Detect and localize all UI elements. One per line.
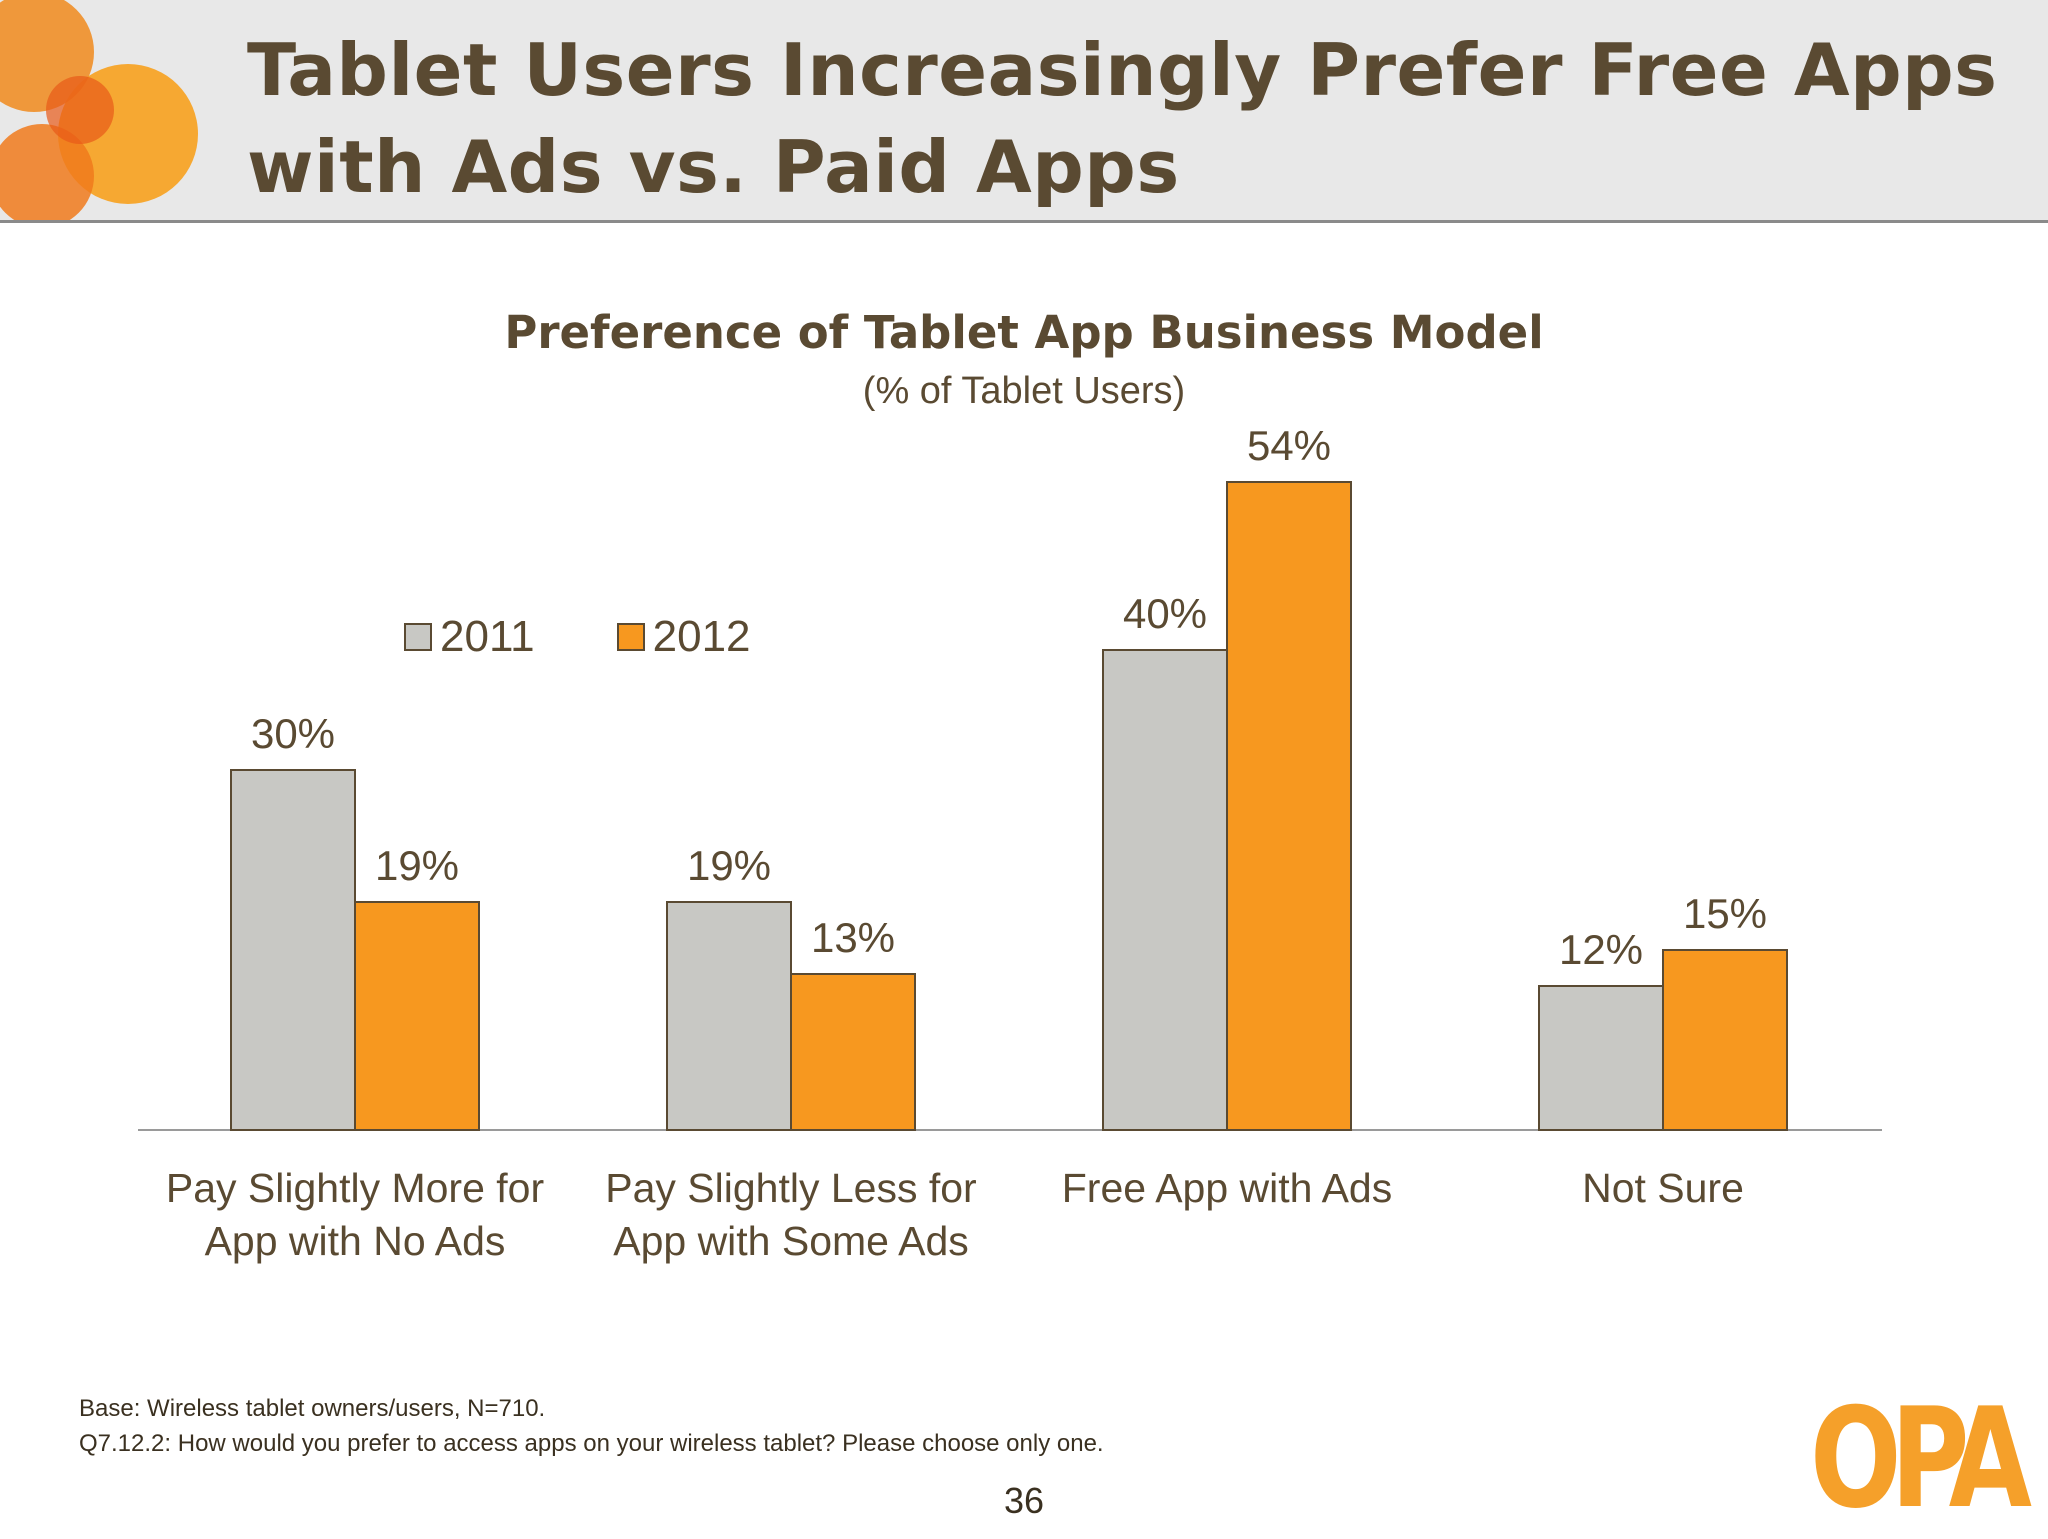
data-label-2012-3: 15% (1683, 890, 1767, 937)
chart-subtitle: (% of Tablet Users) (862, 370, 1186, 412)
bar-2011-2 (1102, 649, 1228, 1131)
slide-title: Tablet Users Increasingly Prefer Free Ap… (247, 22, 1998, 216)
slide-header: Tablet Users Increasingly Prefer Free Ap… (0, 0, 2048, 223)
category-label-1-line0: Pay Slightly Less for (605, 1165, 976, 1211)
data-label-2012-0: 19% (375, 842, 459, 889)
data-label-2011-1: 19% (687, 842, 771, 889)
footnote-question: Q7.12.2: How would you prefer to access … (79, 1430, 1104, 1457)
category-label-0-line1: App with No Ads (205, 1218, 506, 1264)
page-number: 36 (1003, 1480, 1045, 1521)
data-label-2011-2: 40% (1123, 590, 1207, 637)
bar-2011-3 (1538, 985, 1664, 1131)
category-label-2-line0: Free App with Ads (1062, 1165, 1392, 1211)
bar-2011-1 (666, 901, 792, 1131)
category-label-3-line0: Not Sure (1582, 1165, 1744, 1211)
legend-item-2011: 2011 (404, 612, 535, 662)
bar-2012-2 (1226, 481, 1352, 1131)
bar-2012-3 (1662, 949, 1788, 1131)
data-label-2012-2: 54% (1247, 422, 1331, 469)
bar-2011-0 (230, 769, 356, 1131)
footnote-base: Base: Wireless tablet owners/users, N=71… (79, 1395, 546, 1422)
chart-title: Preference of Tablet App Business Model (504, 306, 1544, 359)
data-label-2011-0: 30% (251, 710, 335, 757)
data-label-2012-1: 13% (811, 914, 895, 961)
category-label-0-line0: Pay Slightly More for (166, 1165, 544, 1211)
legend-label-2011: 2011 (440, 612, 535, 661)
category-label-1-line1: App with Some Ads (613, 1218, 969, 1264)
decorative-circles-icon (0, 0, 198, 220)
chart-legend: 2011 2012 (404, 612, 833, 662)
legend-item-2012: 2012 (616, 612, 751, 662)
bar-2012-0 (354, 901, 480, 1131)
legend-swatch-2011 (404, 623, 432, 651)
opa-logo: OPA (1810, 1378, 2032, 1539)
slide-title-line1: Tablet Users Increasingly Prefer Free Ap… (247, 28, 1998, 112)
slide-title-line2: with Ads vs. Paid Apps (247, 125, 1180, 209)
bar-2012-1 (790, 973, 916, 1131)
data-label-2011-3: 12% (1559, 926, 1643, 973)
legend-label-2012: 2012 (652, 612, 751, 661)
legend-swatch-2012 (616, 623, 645, 651)
